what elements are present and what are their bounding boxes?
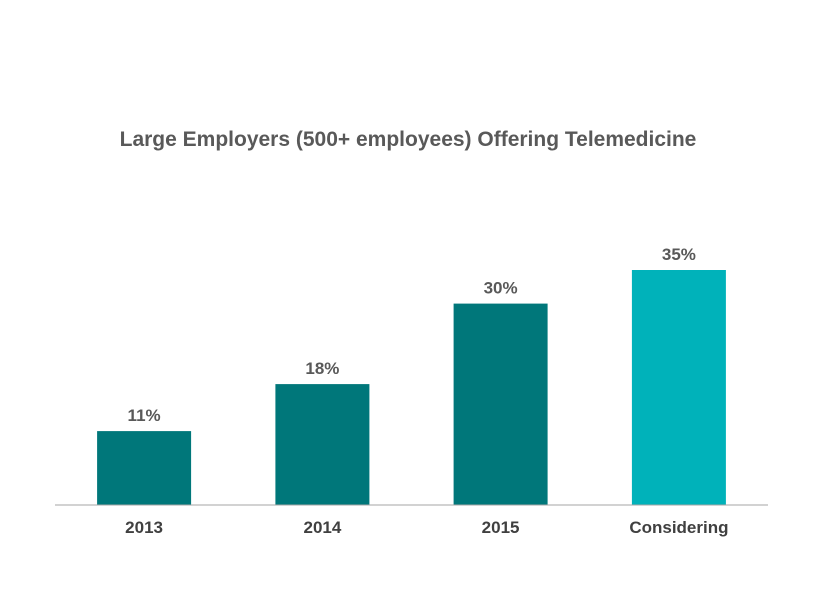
- data-label-considering: 35%: [662, 245, 696, 264]
- bar-considering: [631, 270, 726, 505]
- data-label-2013: 11%: [128, 406, 161, 425]
- data-label-2015: 30%: [484, 279, 518, 298]
- bar-2013: [97, 431, 192, 505]
- x-tick-label-2014: 2014: [303, 518, 341, 537]
- chart-title: Large Employers (500+ employees) Offerin…: [119, 128, 697, 151]
- x-tick-label-2013: 2013: [125, 518, 163, 537]
- bar-2015: [453, 303, 548, 505]
- x-tick-label-2015: 2015: [482, 518, 520, 537]
- bar-2014: [275, 384, 370, 505]
- data-label-2014: 18%: [305, 359, 339, 378]
- x-tick-label-considering: Considering: [629, 518, 728, 537]
- labels-group: 11% 2013 18% 2014 30% 2015 35% Considering: [125, 245, 728, 537]
- bars-group: [97, 270, 726, 505]
